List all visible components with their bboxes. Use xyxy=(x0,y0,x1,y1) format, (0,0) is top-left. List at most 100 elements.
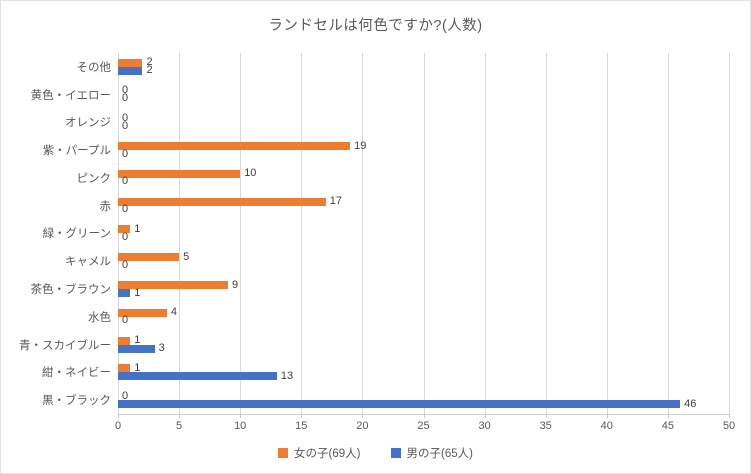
bar-line: 0 xyxy=(118,148,729,159)
axis-tick xyxy=(301,414,303,418)
bar-value-label: 0 xyxy=(122,175,129,188)
x-axis-tick-label: 5 xyxy=(176,420,183,432)
axis-tick xyxy=(484,414,486,418)
bar-boys xyxy=(118,372,277,381)
gridline xyxy=(118,53,119,414)
category-label: 紺・ネイビー xyxy=(42,367,111,380)
category-band: 1 13 xyxy=(118,358,729,386)
axis-tick xyxy=(240,414,242,418)
plot-area xyxy=(118,53,730,418)
category-label: 黒・ブラック xyxy=(42,395,111,408)
bar-value-label: 2 xyxy=(146,64,153,77)
bar-line: 9 xyxy=(118,278,729,291)
bar-line: 0 xyxy=(118,93,729,104)
bar-girls xyxy=(118,169,241,178)
category-label: 紫・パープル xyxy=(42,145,111,158)
bar-line: 1 xyxy=(118,334,729,347)
gridline xyxy=(545,53,547,414)
category-band: 19 0 xyxy=(118,136,729,164)
bar-line: 13 xyxy=(118,370,729,381)
axis-tick xyxy=(667,414,669,418)
bar-line: 1 xyxy=(118,223,729,234)
bar-value-label: 2 xyxy=(146,56,153,69)
bar-value-label: 0 xyxy=(122,119,129,132)
category-label: 緑・グリーン xyxy=(42,228,111,241)
bar-line: 17 xyxy=(118,196,729,207)
bar-line: 0 xyxy=(118,314,729,327)
bar-boys xyxy=(118,289,131,297)
x-axis-tick-label: 30 xyxy=(478,420,491,432)
bar-line: 3 xyxy=(118,342,729,355)
category-label: 水色 xyxy=(88,311,111,324)
gridline xyxy=(179,53,181,414)
bar-girls xyxy=(118,364,131,373)
bar-value-label: 0 xyxy=(122,203,129,216)
bars-area: 2 2 0 0 0 0 19 0 10 0 17 0 1 0 5 0 9 1 4 0 1 3 1 13 0 46 xyxy=(118,53,729,414)
bar-boys xyxy=(118,66,143,75)
category-band: 0 46 xyxy=(118,386,729,414)
axis-tick xyxy=(729,414,730,418)
bar-line: 2 xyxy=(118,56,729,69)
bar-value-label: 1 xyxy=(134,334,141,347)
bar-line: 0 xyxy=(118,230,729,243)
bar-value-label: 3 xyxy=(158,342,165,355)
bar-value-label: 0 xyxy=(122,314,129,327)
category-label: 黄色・イエロー xyxy=(30,89,111,102)
x-axis-tick-label: 15 xyxy=(295,420,308,432)
x-axis-tick-label: 45 xyxy=(661,420,675,432)
legend-item-boys: 男の子(65人) xyxy=(390,445,473,461)
x-axis-tick-label: 20 xyxy=(356,420,369,432)
bar-value-label: 0 xyxy=(122,389,129,402)
value-axis: 0 5 10 15 20 25 30 35 40 45 50 xyxy=(115,420,735,434)
legend: 女の子(69人) 男の子(65人) xyxy=(1,445,750,461)
x-axis-tick-label: 40 xyxy=(600,420,613,432)
bar-line: 0 xyxy=(118,203,729,216)
bar-girls xyxy=(118,281,228,289)
category-label: 茶色・ブラウン xyxy=(30,284,112,296)
bar-line: 19 xyxy=(118,139,729,152)
bar-girls xyxy=(118,142,351,151)
bar-line: 1 xyxy=(118,362,729,373)
category-label: 青・スカイブルー xyxy=(19,339,111,352)
gridline xyxy=(423,53,425,414)
category-label: 赤 xyxy=(99,200,112,213)
bar-value-label: 9 xyxy=(231,278,239,291)
legend-label-girls: 女の子(69人) xyxy=(294,448,361,460)
legend-label-boys: 男の子(65人) xyxy=(406,448,473,460)
legend-item-girls: 女の子(69人) xyxy=(278,445,361,461)
bar-line: 0 xyxy=(118,175,729,188)
bar-girls xyxy=(118,197,326,206)
bar-value-label: 5 xyxy=(183,250,190,263)
axis-tick xyxy=(179,414,181,418)
category-label: キャメル xyxy=(65,256,111,269)
axis-tick xyxy=(362,414,364,418)
bar-line: 0 xyxy=(118,112,729,123)
bar-value-label: 19 xyxy=(354,139,367,152)
bar-line: 0 xyxy=(118,258,729,271)
gridline xyxy=(729,53,730,414)
bar-girls xyxy=(118,308,167,317)
gridline xyxy=(606,53,608,414)
bar-line: 0 xyxy=(118,84,729,97)
bar-value-label: 0 xyxy=(122,230,129,243)
bar-value-label: 4 xyxy=(170,306,177,319)
gridline xyxy=(362,53,364,414)
gridline xyxy=(240,53,242,414)
category-band: 10 0 xyxy=(118,164,729,192)
bar-value-label: 0 xyxy=(122,84,129,97)
axis-tick xyxy=(606,414,608,418)
bar-line: 0 xyxy=(118,389,729,402)
category-label: ピンク xyxy=(76,172,112,185)
bar-value-label: 0 xyxy=(122,258,129,271)
x-axis-tick-label: 10 xyxy=(234,420,247,432)
bar-value-label: 10 xyxy=(244,167,257,180)
bar-girls xyxy=(118,58,143,67)
category-axis: その他 黄色・イエロー オレンジ 紫・パープル ピンク赤緑・グリーン キャメル 茶色・ブラウ… xyxy=(1,53,111,414)
